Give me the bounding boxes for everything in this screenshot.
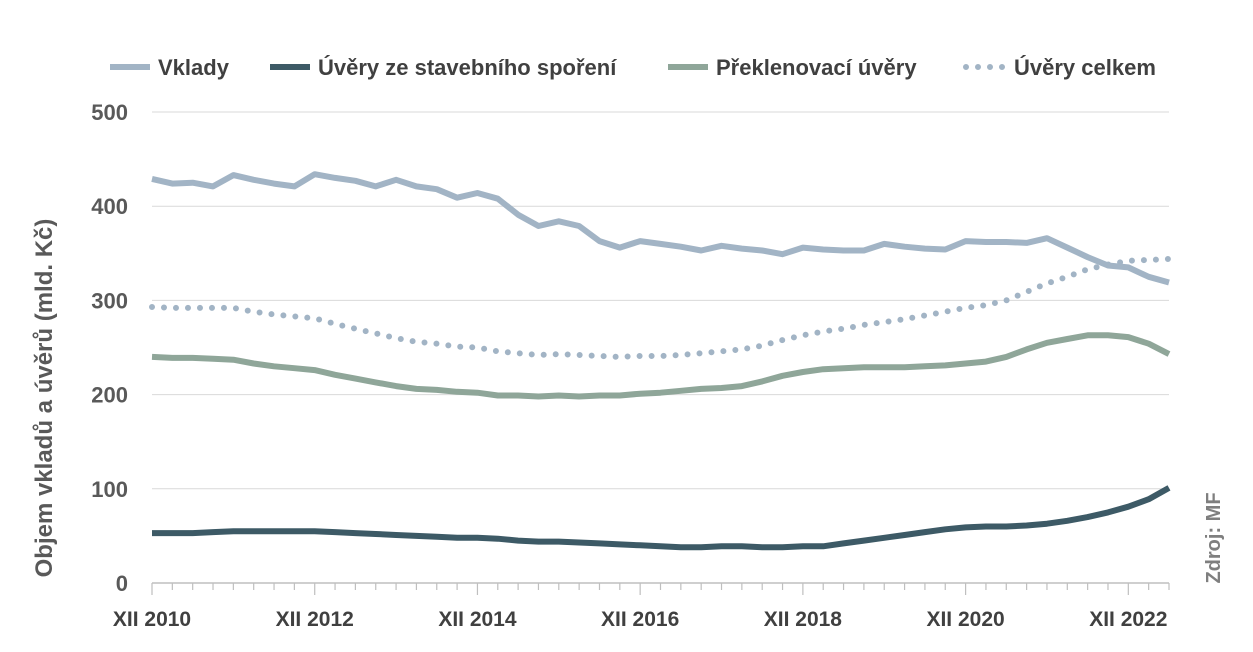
legend-label-vklady: Vklady [158,55,230,80]
legend-label-uvery-celkem: Úvěry celkem [1014,55,1156,80]
legend-label-preklenovaci-uvery: Překlenovací úvěry [716,55,917,80]
y-tick-label: 400 [91,194,128,219]
legend-label-uvery-ze-stavebniho-sporeni: Úvěry ze stavebního spoření [318,55,617,80]
y-tick-label: 500 [91,100,128,125]
series-lines [149,171,1172,551]
legend: Vklady Úvěry ze stavebního spoření Překl… [110,55,1156,80]
series-line--v-ry-ze-stavebn-ho-spo-en- [152,485,1171,551]
series-line-p-eklenovac-v-ry [151,332,1171,400]
series-line--v-ry-celkem [149,256,1172,360]
x-axis: XII 2010 XII 2012 XII 2014 XII 2016 XII 2018… [113,582,1170,631]
x-tick-label: XII 2016 [601,608,679,631]
y-tick-label: 200 [91,383,128,408]
x-tick-label: XII 2010 [113,608,191,631]
x-tick-label: XII 2014 [438,608,517,631]
y-tick-label: 300 [91,288,128,313]
y-axis-label: Objem vkladů a úvěrů (mld. Kč) [31,219,58,578]
x-tick-label: XII 2012 [276,608,354,631]
series-line-vklady [151,171,1170,286]
y-tick-label: 100 [91,477,128,502]
gridlines [152,111,1169,490]
x-tick-label: XII 2020 [926,608,1004,631]
source-note: Zdroj: MF [1203,492,1225,583]
x-tick-label: XII 2022 [1089,608,1167,631]
y-tick-label: 0 [116,571,128,596]
x-tick-label: XII 2018 [764,608,843,631]
y-axis-ticks: 0 100 200 300 400 500 [91,100,128,596]
